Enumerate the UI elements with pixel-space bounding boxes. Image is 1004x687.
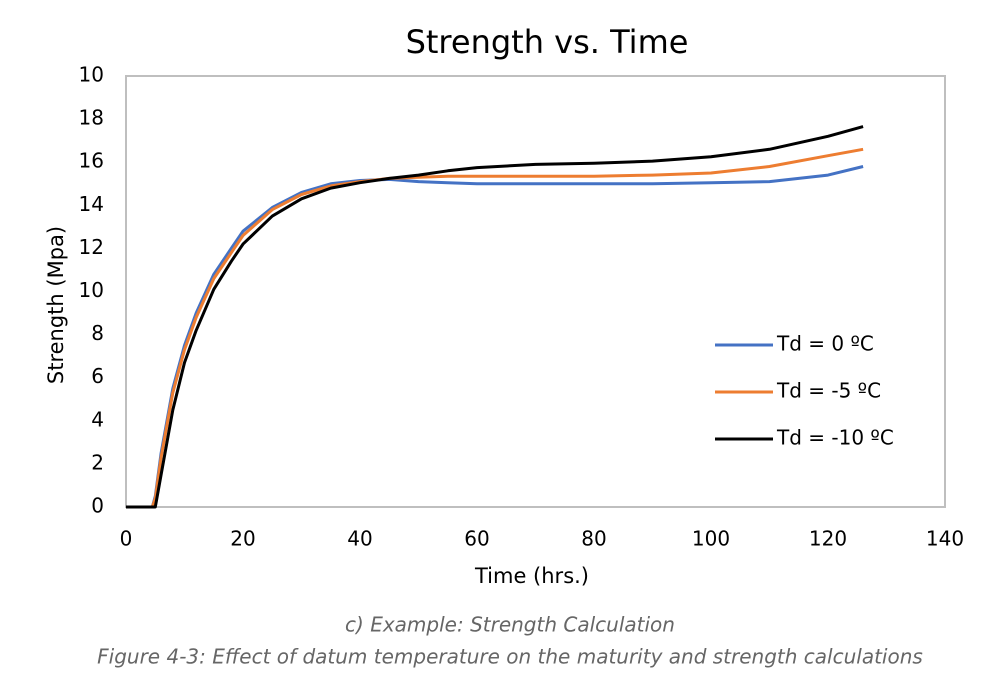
x-tick-label: 0	[120, 527, 133, 551]
legend-label: Td = -5 ºC	[776, 379, 881, 403]
y-tick-label: 2	[91, 450, 104, 474]
x-tick-label: 40	[347, 527, 372, 551]
x-tick-label: 120	[809, 527, 847, 551]
caption: c) Example: Strength Calculation	[345, 613, 675, 637]
series-line	[126, 125, 864, 509]
x-axis-label: Time (hrs.)	[474, 564, 589, 588]
series-line	[126, 165, 864, 509]
figure-caption: Figure 4-3: Effect of datum temperature …	[97, 645, 923, 669]
y-tick-label: 6	[91, 364, 104, 388]
y-tick-label: 10	[79, 278, 104, 302]
y-tick-label: 12	[79, 235, 104, 259]
y-axis-label: Strength (Mpa)	[44, 226, 68, 384]
x-tick-label: 80	[581, 527, 606, 551]
legend-label: Td = -10 ºC	[776, 426, 894, 450]
x-tick-label: 140	[926, 527, 964, 551]
x-tick-label: 100	[692, 527, 730, 551]
y-tick-label: 14	[79, 192, 104, 216]
plot-border	[125, 75, 946, 508]
legend-label: Td = 0 ºC	[776, 332, 874, 356]
y-tick-label: 0	[91, 494, 104, 518]
y-tick-label: 10	[79, 63, 104, 87]
y-tick-label: 4	[91, 407, 104, 431]
y-tick-label: 16	[79, 149, 104, 173]
x-tick-label: 60	[464, 527, 489, 551]
chart-title: Strength vs. Time	[406, 23, 689, 61]
x-tick-label: 20	[230, 527, 255, 551]
y-tick-label: 8	[91, 321, 104, 345]
series-line	[126, 147, 864, 509]
y-tick-label: 18	[79, 106, 104, 130]
